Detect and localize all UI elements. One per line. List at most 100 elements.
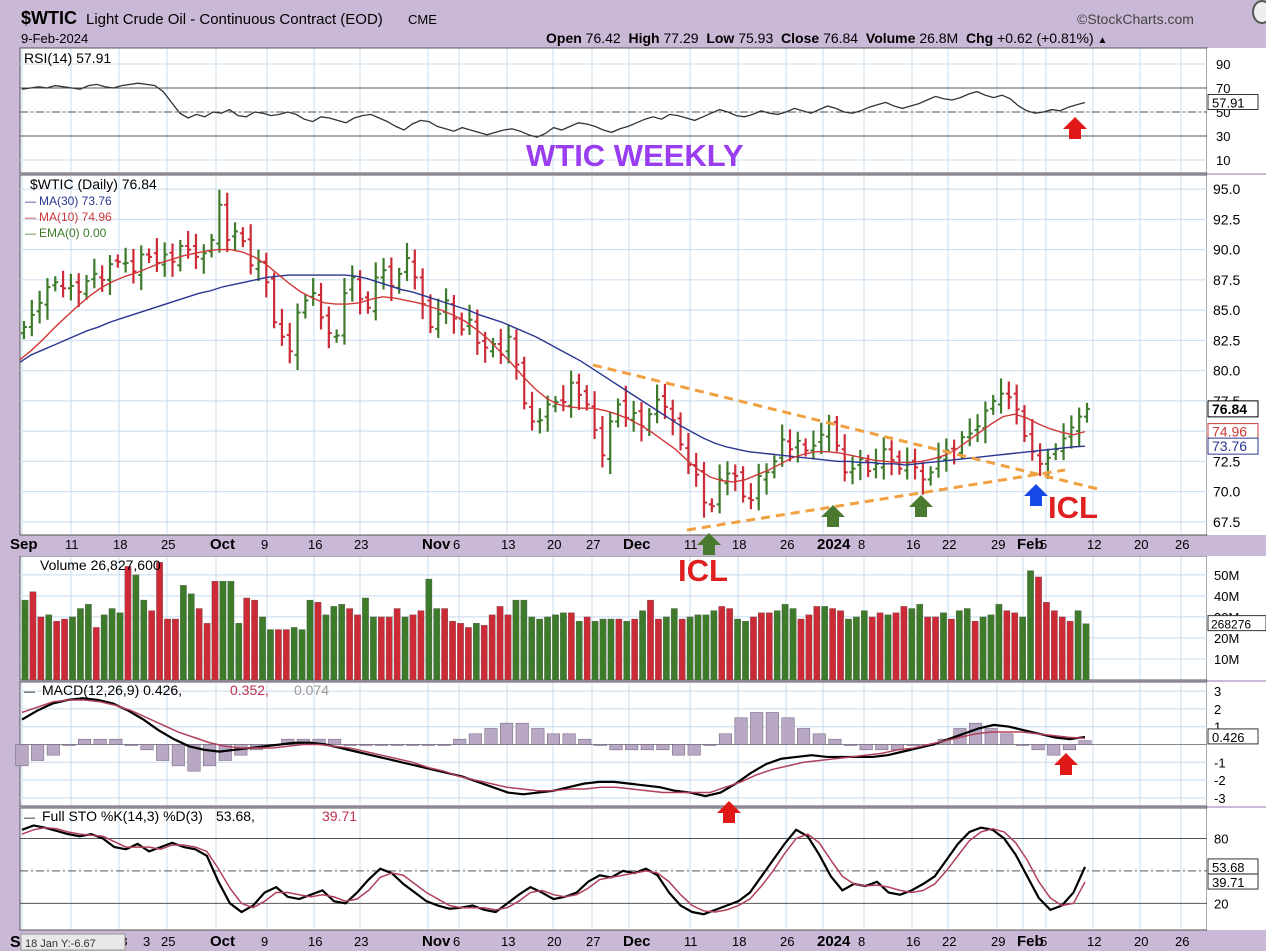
header-symbol: $WTIC <box>21 8 77 28</box>
date-label-top: Dec <box>623 536 651 553</box>
volume-bar <box>385 616 393 681</box>
date-label-top: 29 <box>991 537 1005 552</box>
volume-bar <box>615 618 623 681</box>
price-tick-label: 82.5 <box>1213 332 1240 348</box>
volume-bar <box>568 612 575 681</box>
macd-histogram-bar <box>375 744 389 746</box>
volume-bar <box>1011 612 1019 681</box>
volume-bar <box>663 616 670 681</box>
crosshair-tooltip-text: 18 Jan Y:-6.67 <box>25 938 96 950</box>
green-up-arrow-icon <box>697 533 721 555</box>
macd-histogram-bar <box>156 744 170 761</box>
rsi-legend: RSI(14) 57.91 <box>24 50 111 66</box>
rsi-tick-label: 10 <box>1216 153 1230 168</box>
rsi-tick-label: 30 <box>1216 129 1230 144</box>
chg-up-icon: ▲ <box>1097 35 1108 46</box>
date-label-bottom: 25 <box>161 934 175 949</box>
volume-bar <box>948 618 955 681</box>
volume-bar <box>338 604 346 681</box>
header-exchange: CME <box>408 12 437 27</box>
rsi-last-label: 57.91 <box>1212 96 1245 111</box>
macd-histogram-bar <box>859 744 873 751</box>
volume-bar <box>330 606 338 681</box>
volume-bar <box>536 618 543 681</box>
date-label-top: 18 <box>732 537 746 552</box>
rsi-tick-label: 90 <box>1216 57 1230 72</box>
volume-bar <box>298 629 306 681</box>
macd-histogram-bar <box>171 744 185 767</box>
volume-bar <box>417 610 425 681</box>
rsi-tick-label: 70 <box>1216 81 1230 96</box>
volume-bar <box>742 620 749 681</box>
date-label-bottom: 12 <box>1087 934 1101 949</box>
macd-histogram-bar <box>515 722 529 745</box>
volume-bar <box>797 618 805 681</box>
date-label-top: 5 <box>1040 537 1047 552</box>
ma30-line <box>19 274 1086 466</box>
sto-tick-label: 20 <box>1214 896 1228 911</box>
volume-bar <box>409 614 417 681</box>
macd-histogram-bar <box>531 728 545 745</box>
volume-bar <box>488 614 496 681</box>
macd-histogram-bar <box>406 744 420 746</box>
date-label-bottom: 5 <box>1040 934 1047 949</box>
volume-bar <box>734 618 741 681</box>
volume-bar <box>528 616 536 681</box>
volume-bar <box>132 574 140 681</box>
volume-bar <box>282 629 290 681</box>
macd-signal-line <box>21 699 1086 794</box>
volume-bar <box>623 620 631 681</box>
volume-bar <box>227 580 235 681</box>
volume-bar <box>520 599 528 681</box>
macd-histogram-bar <box>31 744 45 761</box>
macd-histogram-bar <box>46 744 60 756</box>
volume-bar <box>758 612 765 681</box>
date-label-bottom: 9 <box>261 934 268 949</box>
uptrend-line <box>686 468 1066 532</box>
volume-bar <box>370 616 377 681</box>
volume-bar <box>465 627 472 681</box>
close-value: 76.84 <box>823 30 859 46</box>
ma10-line <box>19 248 1086 483</box>
macd-histogram-bar <box>109 738 123 745</box>
date-label-top: 13 <box>501 537 515 552</box>
rsi-up-arrow-icon <box>1063 117 1087 139</box>
macd-legend-swatch: — <box>24 686 35 698</box>
volume-bar <box>124 566 132 681</box>
volume-bar <box>924 616 931 681</box>
date-label-bottom: Feb <box>1017 933 1044 950</box>
volume-bar <box>314 602 322 681</box>
icl-left-annotation: ICL <box>678 553 728 588</box>
volume-bar <box>306 599 314 681</box>
macd-tick-label: 2 <box>1214 702 1221 717</box>
price-last-box <box>1207 400 1259 418</box>
volume-bar <box>552 614 559 681</box>
macd-hist-legend: 0.074 <box>294 682 329 698</box>
green-up-arrow-icon <box>909 495 933 517</box>
volume-bar <box>765 612 773 681</box>
price-tick-label: 92.5 <box>1213 211 1240 227</box>
price-last-label: 74.96 <box>1212 424 1247 440</box>
date-label-bottom: 2024 <box>817 933 851 950</box>
volume-bar <box>203 623 211 681</box>
macd-histogram-bar <box>390 744 404 746</box>
volume-bar <box>346 608 353 681</box>
low-value: 75.93 <box>738 30 774 46</box>
volume-bar <box>686 616 694 681</box>
macd-histogram-bar <box>750 712 764 745</box>
volume-bar <box>441 608 448 681</box>
macd-last-label: 0.426 <box>1212 730 1245 745</box>
window-control-icon[interactable] <box>1252 0 1266 24</box>
macd-histogram-bar <box>734 717 748 745</box>
volume-bar <box>647 599 654 681</box>
price-tick-label: 90.0 <box>1213 242 1240 258</box>
volume-bar <box>955 610 963 681</box>
sto-last-box <box>1207 873 1259 890</box>
macd-histogram-bar <box>15 744 29 767</box>
volume-bar <box>77 608 84 681</box>
volume-bar <box>195 608 203 681</box>
macd-histogram-bar <box>1062 744 1076 751</box>
macd-histogram-bar <box>1031 744 1045 751</box>
volume-bar <box>710 610 718 681</box>
date-label-top: 23 <box>354 537 368 552</box>
